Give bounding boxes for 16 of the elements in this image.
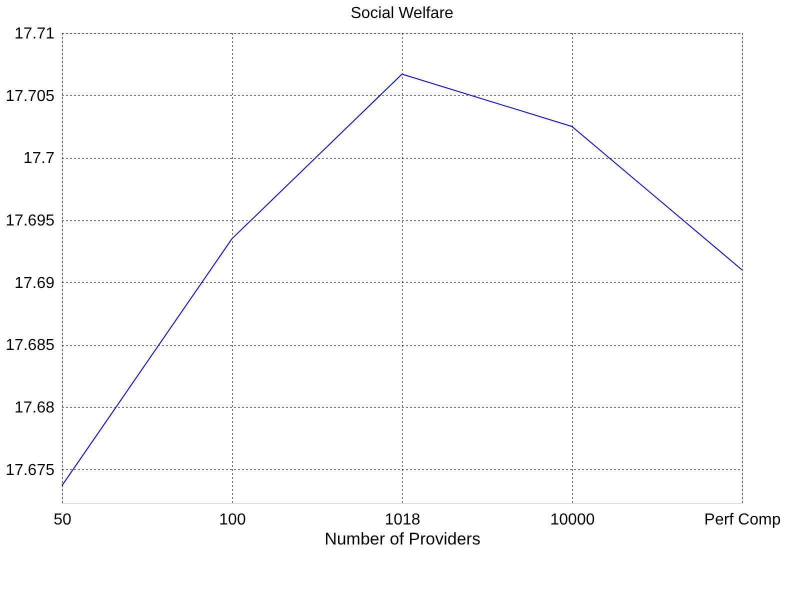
y-tick-label: 17.71: [14, 26, 55, 42]
y-tick-label: 17.685: [6, 337, 55, 354]
x-tick-label: 50: [54, 512, 72, 528]
chart-title: Social Welfare: [350, 5, 454, 22]
y-tick-label: 17.695: [6, 212, 55, 230]
x-axis-title: Number of Providers: [324, 530, 480, 548]
x-tick-label: 100: [219, 512, 246, 528]
x-tick-label: 10000: [550, 512, 595, 528]
x-tick-label: 1018: [384, 512, 420, 528]
line-series: [62, 74, 742, 486]
y-tick-label: 17.705: [6, 88, 55, 105]
y-tick-label: 17.675: [6, 462, 55, 479]
y-tick-label: 17.68: [14, 400, 55, 417]
x-tick-label: Perf Comp: [704, 512, 781, 528]
y-tick-label: 17.7: [23, 150, 55, 168]
y-tick-label: 17.69: [14, 274, 55, 292]
